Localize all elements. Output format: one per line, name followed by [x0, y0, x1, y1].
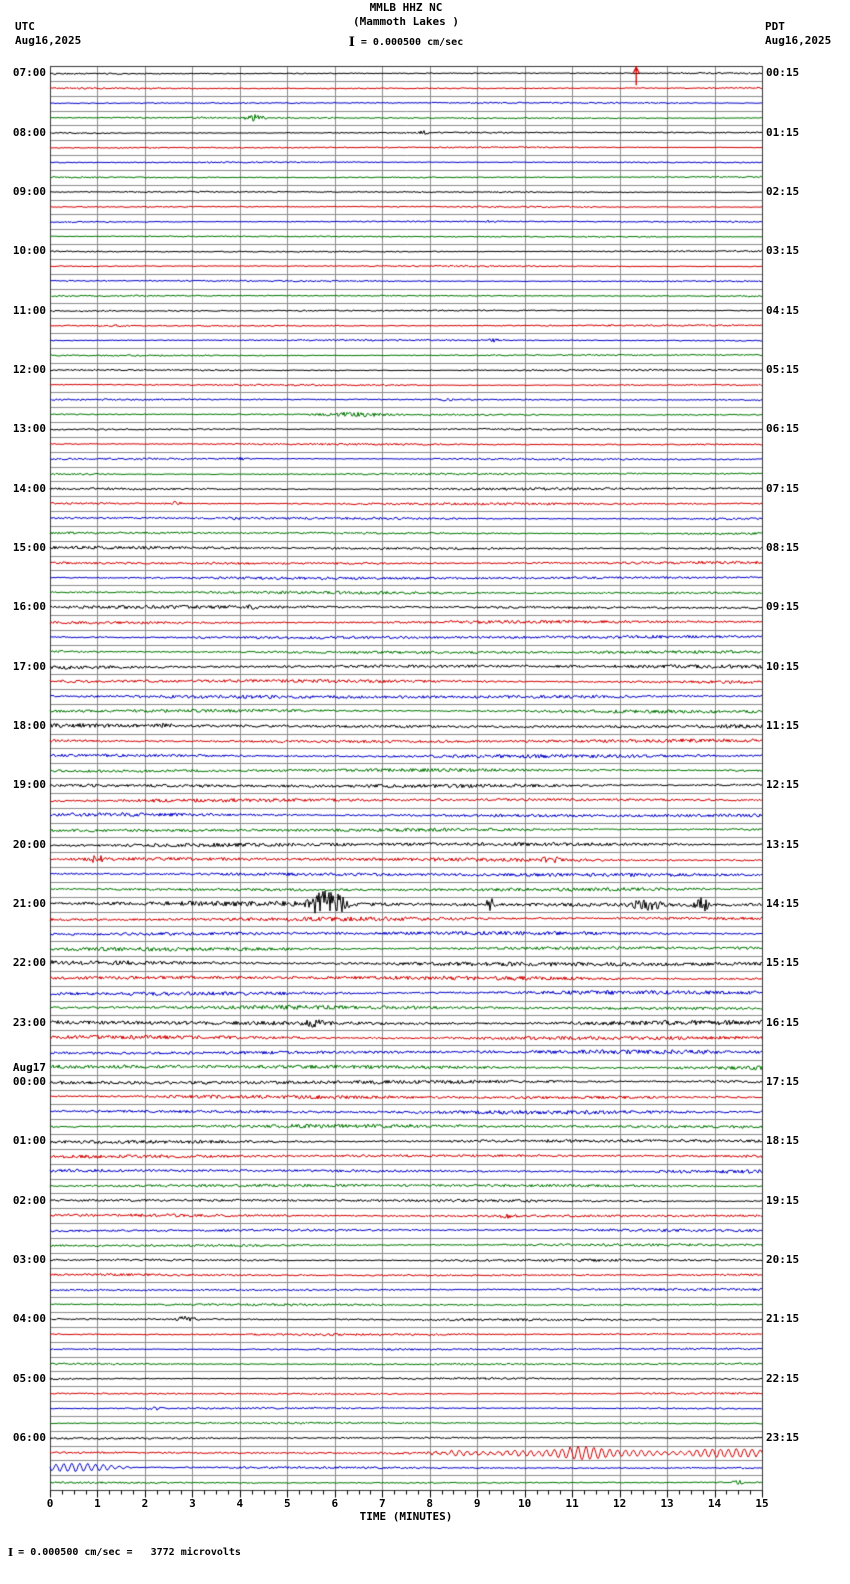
calibration-footer: I = 0.000500 cm/sec = 3772 microvolts [8, 1547, 241, 1558]
scale-bar-icon: I [348, 35, 355, 50]
utc-date-label: Aug16,2025 [15, 34, 82, 47]
scale-label: = 0.000500 cm/sec [360, 37, 464, 48]
location-subtitle: (Mammoth Lakes ) [353, 15, 459, 28]
amplitude-scale: I = 0.000500 cm/sec [0, 36, 812, 49]
pdt-timezone-label: PDT [765, 20, 785, 33]
scale-bar-icon: I [8, 1546, 14, 1559]
x-axis-title: TIME (MINUTES) [359, 1510, 453, 1523]
utc-timezone-label: UTC [15, 20, 35, 33]
station-title: MMLB HHZ NC [369, 1, 443, 14]
calibration-text: = 0.000500 cm/sec = 3772 microvolts [18, 1547, 241, 1558]
pdt-date-label: Aug16,2025 [765, 34, 832, 47]
